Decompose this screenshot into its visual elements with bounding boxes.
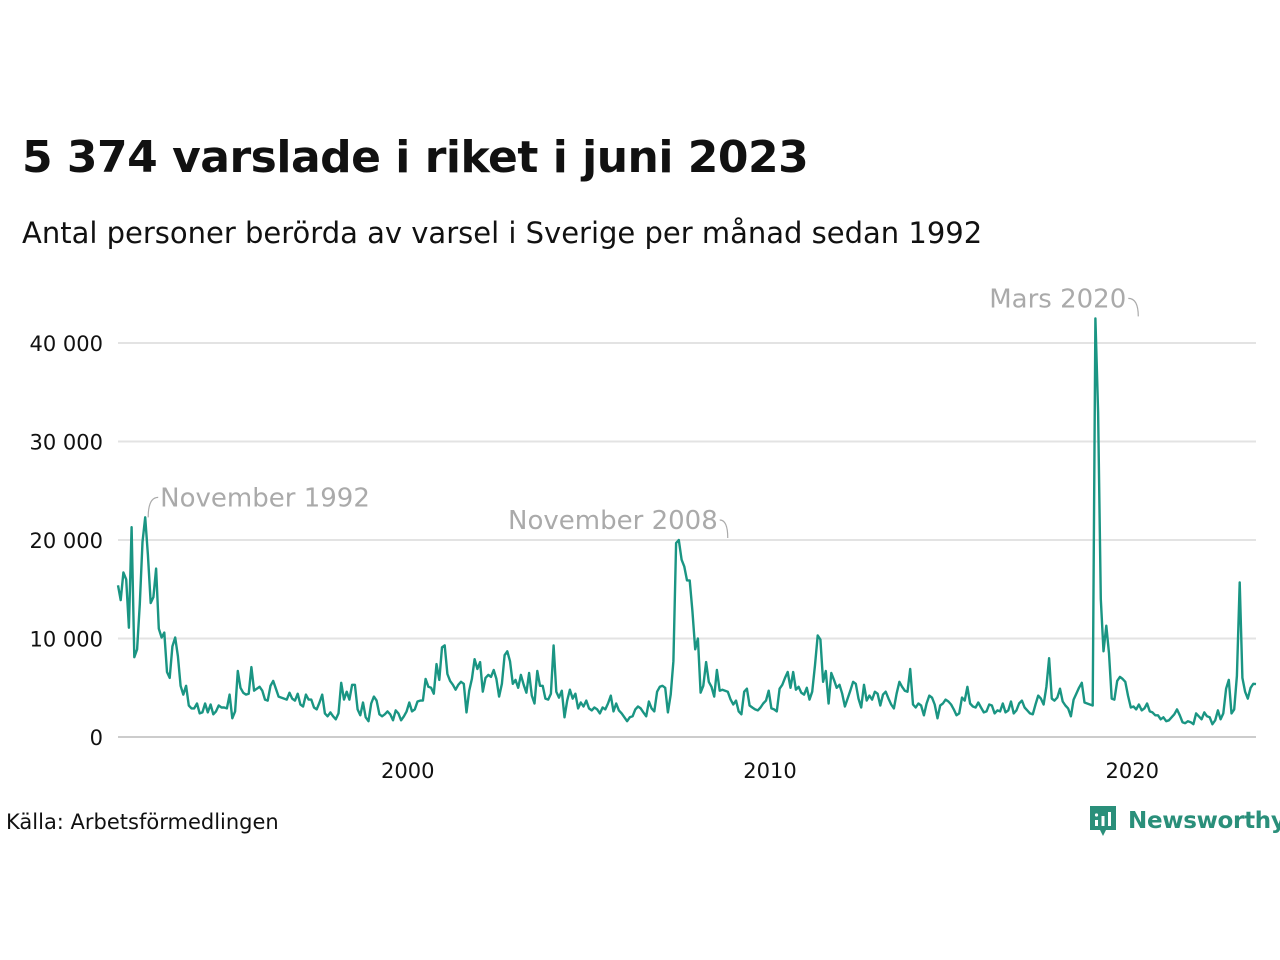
annotation-leader bbox=[147, 496, 159, 518]
y-tick-label: 40 000 bbox=[30, 332, 103, 356]
y-tick-label: 0 bbox=[90, 726, 103, 750]
source-note: Källa: Arbetsförmedlingen bbox=[6, 810, 279, 834]
brand-logo: Newsworthy bbox=[1088, 804, 1280, 838]
x-tick-label: 2020 bbox=[1106, 759, 1159, 783]
chart-title: 5 374 varslade i riket i juni 2023 bbox=[22, 132, 809, 183]
annotation-leader bbox=[719, 519, 729, 539]
x-axis-ticks: 2000 2010 2020 bbox=[381, 759, 1159, 783]
y-tick-label: 30 000 bbox=[30, 431, 103, 455]
y-tick-label: 20 000 bbox=[30, 529, 103, 553]
annotation-label: Mars 2020 bbox=[989, 284, 1126, 314]
y-tick-label: 10 000 bbox=[30, 628, 103, 652]
line-chart: 0 10 000 20 000 30 000 40 000 2000 2010 2020 N… bbox=[30, 284, 1257, 783]
newsworthy-bar-chart-icon bbox=[1090, 806, 1116, 836]
annotation-leader bbox=[1128, 297, 1139, 317]
x-tick-label: 2000 bbox=[381, 759, 434, 783]
gridlines bbox=[118, 342, 1256, 738]
x-tick-label: 2010 bbox=[743, 759, 796, 783]
series-line bbox=[116, 317, 1257, 726]
chart-subtitle: Antal personer berörda av varsel i Sveri… bbox=[22, 216, 983, 250]
series-path bbox=[116, 317, 1257, 726]
annotations: November 1992 November 2008 Mars 2020 bbox=[147, 284, 1139, 539]
annotation-label: November 2008 bbox=[508, 506, 718, 536]
brand-name: Newsworthy bbox=[1128, 808, 1280, 834]
annotation-label: November 1992 bbox=[160, 483, 370, 513]
y-axis-ticks: 0 10 000 20 000 30 000 40 000 bbox=[30, 332, 103, 750]
